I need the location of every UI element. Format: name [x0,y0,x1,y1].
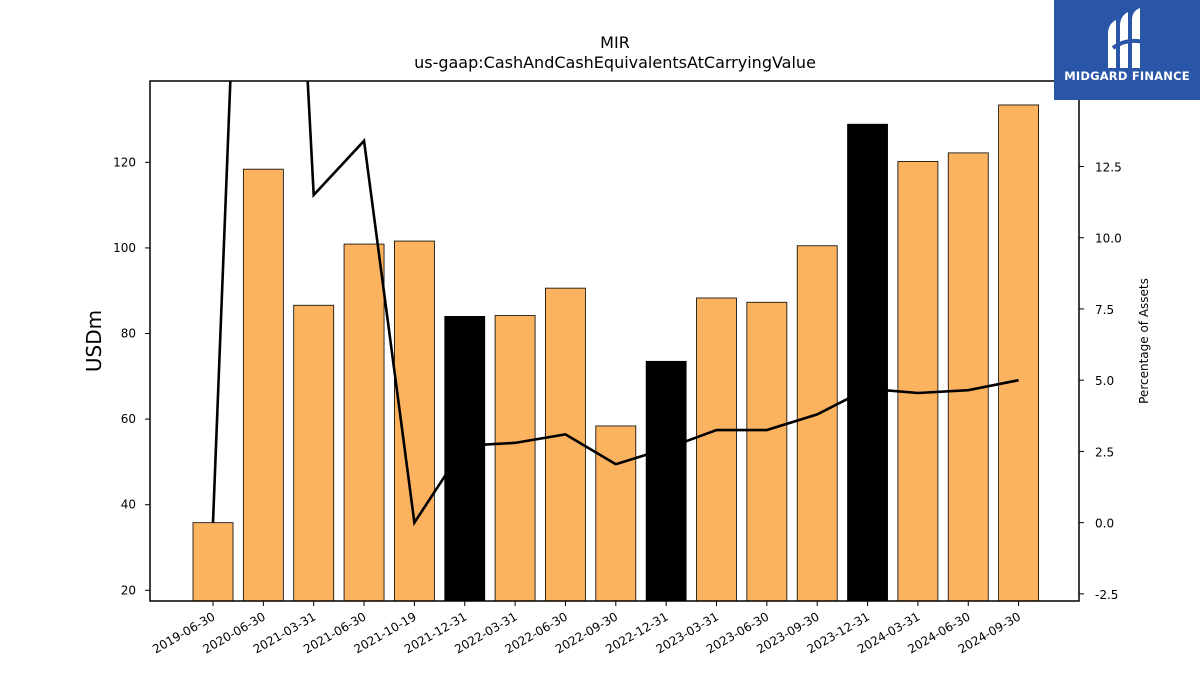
plot-frame [149,80,1080,602]
y2-tick-label: 7.5 [1095,303,1114,317]
y2-tick-label: -2.5 [1095,588,1118,602]
y-tick-label: 100 [113,241,136,255]
y-tick-label: 20 [121,583,136,597]
y-tick-label: 120 [113,155,136,169]
chart-subtitle: us-gaap:CashAndCashEquivalentsAtCarrying… [414,53,816,72]
line-series [211,81,1019,527]
y-axis-label: USDm [82,310,106,372]
right-axis: -2.50.02.55.07.510.012.515.0 [1079,89,1122,602]
bar [192,522,234,602]
bar [897,161,939,602]
bar [343,243,385,602]
bar [947,152,989,602]
bar [796,245,838,602]
y-tick-label: 80 [121,327,136,341]
bar-series [192,104,1039,602]
brand-logo: MIDGARD FINANCE [1054,0,1200,100]
y2-tick-label: 2.5 [1095,445,1114,459]
y2-tick-label: 12.5 [1095,160,1122,174]
x-axis: 2019-06-302020-06-302021-03-312021-06-30… [150,601,1023,656]
y2-tick-label: 5.0 [1095,374,1114,388]
y2-tick-label: 10.0 [1095,232,1122,246]
bar [595,425,637,602]
y-tick-label: 60 [121,412,136,426]
bar [494,315,536,602]
bar [444,315,486,602]
bar [746,301,788,602]
brand-name: MIDGARD FINANCE [1064,69,1190,83]
bar [242,168,284,602]
y2-axis-label: Percentage of Assets [1137,278,1151,404]
y-tick-label: 40 [121,498,136,512]
bar [293,304,335,602]
bar [696,297,737,602]
bar [847,123,888,602]
left-axis: 20 40 60 80 100 120 [113,155,150,597]
y2-tick-label: 0.0 [1095,517,1114,531]
bar [645,360,687,602]
midgard-logo-icon [1108,8,1145,68]
bar [545,287,586,602]
bar [998,104,1039,602]
chart-title: MIR [600,33,630,52]
